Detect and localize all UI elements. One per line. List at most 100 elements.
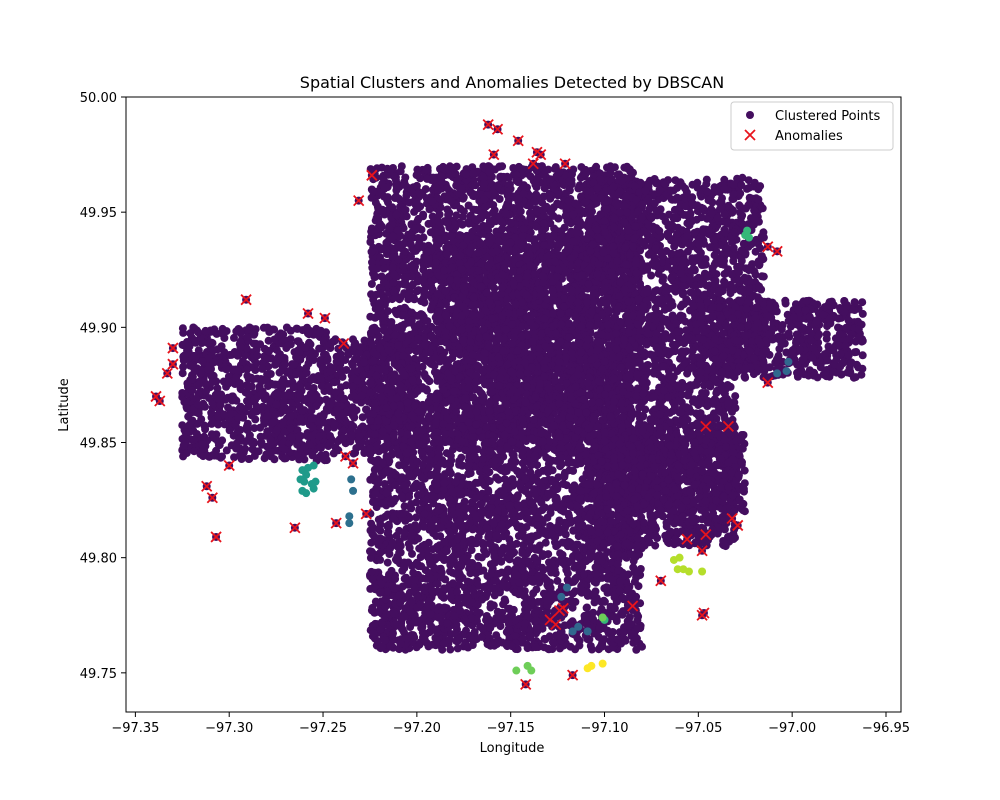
cluster-point <box>219 328 228 337</box>
cluster-point <box>303 323 312 332</box>
cluster-point <box>198 357 207 366</box>
cluster-point <box>435 210 444 219</box>
cluster-point <box>355 432 364 441</box>
cluster-point <box>210 451 219 460</box>
cluster-point <box>357 391 366 400</box>
cluster-point <box>263 323 272 332</box>
cluster-point <box>233 349 242 358</box>
cluster-point <box>269 418 278 427</box>
cluster-point <box>190 351 198 360</box>
cluster-point <box>260 454 269 463</box>
cluster-point <box>458 212 467 221</box>
cluster-point <box>301 343 310 352</box>
cluster-point <box>220 410 229 419</box>
cluster-point <box>347 431 356 440</box>
cluster-point <box>183 404 191 413</box>
cluster-point <box>250 424 259 433</box>
cluster-point <box>302 363 311 372</box>
cluster-point <box>258 402 267 411</box>
cluster-point <box>521 487 530 496</box>
cluster-point <box>333 405 342 414</box>
cluster-point <box>179 328 188 337</box>
cluster-point <box>236 402 245 411</box>
cluster-point <box>257 390 266 398</box>
cluster-point <box>179 441 188 450</box>
cluster-point <box>514 532 523 540</box>
plot-area <box>150 119 867 690</box>
cluster-point <box>272 426 281 435</box>
cluster-point <box>479 566 488 575</box>
cluster-point <box>279 418 288 427</box>
cluster-point <box>232 327 241 336</box>
cluster-point <box>200 421 209 430</box>
cluster-point <box>271 360 280 369</box>
cluster-point <box>179 452 188 461</box>
cluster-point <box>202 387 210 396</box>
cluster-point <box>544 489 553 498</box>
cluster-point <box>295 432 304 441</box>
cluster-point <box>388 449 397 458</box>
cluster-point <box>592 162 601 171</box>
cluster-point <box>209 358 218 367</box>
cluster-point <box>187 375 196 384</box>
cluster-point <box>317 451 326 460</box>
cluster-point <box>332 357 341 366</box>
cluster-point <box>266 370 275 378</box>
cluster-point <box>188 386 197 395</box>
cluster-point <box>428 212 437 221</box>
cluster-point <box>190 367 199 376</box>
cluster-point <box>187 417 196 425</box>
cluster-point <box>554 473 563 482</box>
cluster-point <box>280 391 289 400</box>
cluster-point <box>296 391 305 400</box>
cluster-point <box>630 577 639 586</box>
main-cluster-points <box>178 162 867 654</box>
cluster-point <box>348 361 357 370</box>
cluster-point <box>424 219 433 228</box>
cluster-point <box>222 365 231 374</box>
cluster-point <box>236 343 245 351</box>
cluster-point <box>238 357 247 366</box>
cluster-point <box>338 372 347 381</box>
cluster-point <box>307 414 316 423</box>
cluster-point <box>178 369 187 378</box>
cluster-point <box>412 513 421 522</box>
cluster-point <box>213 384 222 393</box>
cluster-point <box>315 328 324 337</box>
cluster-point <box>358 413 367 422</box>
cluster-point <box>194 328 202 337</box>
cluster-point <box>250 451 259 460</box>
cluster-point <box>286 424 295 433</box>
cluster-point <box>243 333 252 342</box>
cluster-point <box>282 323 291 332</box>
cluster-point <box>228 396 237 405</box>
cluster-point <box>247 411 256 420</box>
cluster-point <box>180 351 189 360</box>
cluster-point <box>225 378 234 387</box>
cluster-point <box>330 420 339 429</box>
cluster-point <box>265 347 273 356</box>
cluster-point <box>214 395 223 404</box>
cluster-point <box>316 443 325 452</box>
cluster-point <box>358 422 367 431</box>
cluster-point <box>371 619 380 628</box>
cluster-point <box>272 346 281 355</box>
chart-title: Spatial Clusters and Anomalies Detected … <box>300 73 724 92</box>
cluster-point <box>271 410 280 419</box>
cluster-point <box>281 454 290 463</box>
cluster-point <box>236 385 245 394</box>
cluster-point <box>278 365 287 374</box>
cluster-point <box>234 413 243 422</box>
cluster-point <box>408 376 417 384</box>
cluster-point <box>270 455 279 464</box>
cluster-point <box>181 428 190 437</box>
cluster-point <box>315 432 324 441</box>
cluster-point <box>264 382 272 390</box>
cluster-point <box>200 432 209 441</box>
cluster-point <box>317 382 326 391</box>
cluster-point <box>383 529 392 538</box>
cluster-point <box>300 442 309 451</box>
cluster-point <box>348 382 357 391</box>
cluster-point <box>312 392 321 400</box>
cluster-point <box>497 557 506 566</box>
